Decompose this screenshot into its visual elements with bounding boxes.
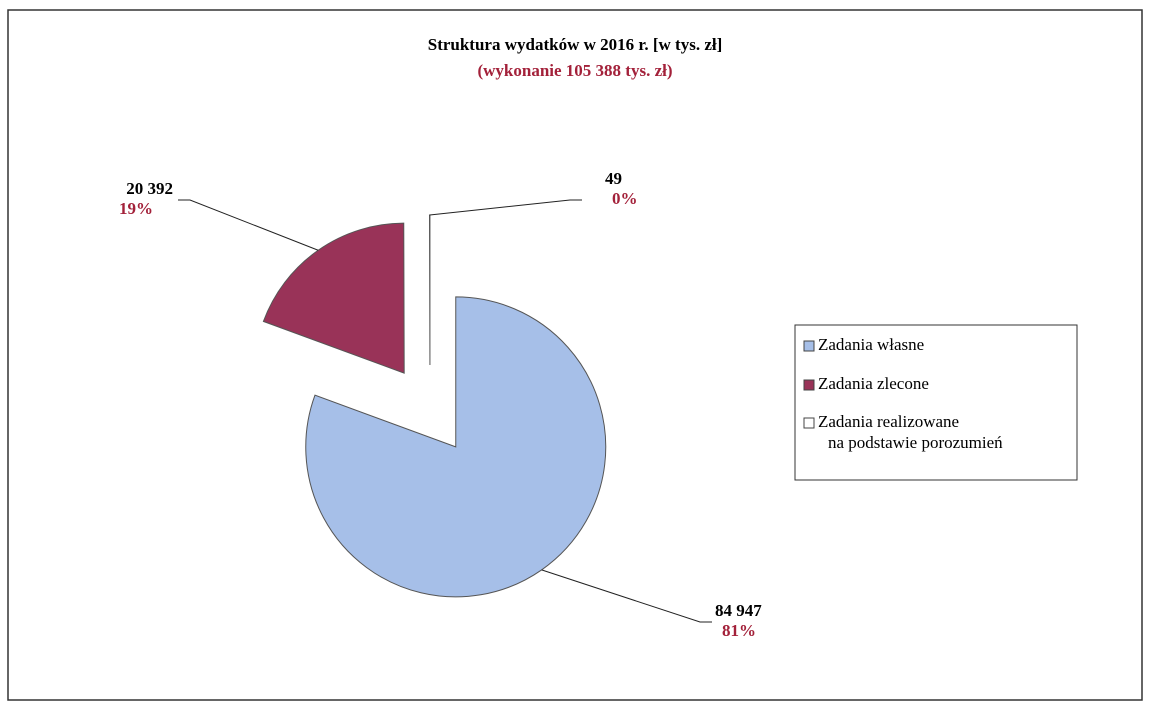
value-label: 49 — [605, 169, 622, 188]
legend-label: Zadania realizowane na podstawie porozumi… — [818, 412, 1003, 452]
leader-line — [429, 199, 582, 216]
percent-label: 19% — [119, 199, 153, 218]
chart-title: Struktura wydatków w 2016 r. [w tys. zł] — [428, 35, 723, 54]
value-label: 84 947 — [715, 601, 762, 620]
leader-line — [541, 569, 712, 623]
chart-subtitle: (wykonanie 105 388 tys. zł) — [477, 61, 672, 80]
legend-label: Zadania zlecone — [818, 374, 929, 393]
pie-slice — [305, 296, 607, 598]
percent-label: 81% — [722, 621, 756, 640]
value-label: 20 392 — [126, 179, 173, 198]
leader-line — [178, 199, 319, 251]
legend-swatch — [803, 417, 815, 429]
legend-swatch — [803, 379, 815, 391]
legend-swatch — [803, 340, 815, 352]
legend-label: Zadania własne — [818, 335, 924, 354]
legend-box — [794, 324, 1078, 481]
percent-label: 0% — [612, 189, 638, 208]
